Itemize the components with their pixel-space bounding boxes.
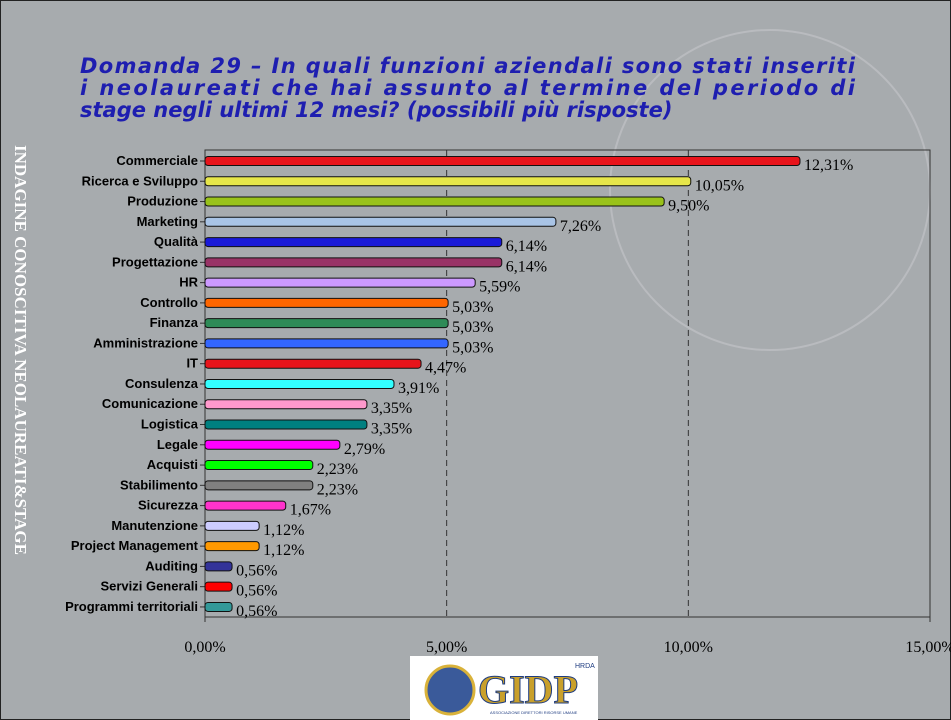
bar — [204, 500, 287, 511]
bar — [204, 399, 368, 410]
value-label: 9,50% — [668, 198, 709, 215]
value-label: 2,79% — [344, 441, 385, 458]
bar — [204, 176, 692, 187]
category-label: Project Management — [71, 538, 199, 553]
category-label: Qualità — [154, 234, 199, 249]
x-tick-label: 10,00% — [664, 639, 713, 656]
value-label: 10,05% — [695, 177, 744, 194]
value-label: 0,56% — [236, 583, 277, 600]
category-label: Programmi territoriali — [65, 599, 198, 614]
category-label: Comunicazione — [102, 396, 198, 411]
category-label: HR — [179, 275, 198, 290]
logo: GIDP HRDA ASSOCIAZIONE DIRETTORI RISORSE… — [410, 656, 598, 720]
category-label: Sicurezza — [138, 498, 199, 513]
category-label: Produzione — [127, 194, 198, 209]
side-text: INDAGINE CONOSCITIVA NEOLAUREATI&STAGE — [11, 145, 30, 555]
value-label: 0,56% — [236, 562, 277, 579]
bar — [204, 358, 422, 369]
value-label: 4,47% — [425, 360, 466, 377]
value-label: 12,31% — [804, 157, 853, 174]
bar — [204, 237, 503, 248]
title-line: stage negli ultimi 12 mesi? (possibili p… — [80, 98, 672, 122]
bar — [204, 277, 476, 288]
value-label: 3,35% — [371, 400, 412, 417]
bar — [204, 297, 449, 308]
logo-globe — [424, 664, 476, 716]
bar — [204, 520, 260, 531]
bar — [204, 541, 260, 552]
x-tick-label: 5,00% — [426, 639, 467, 656]
logo-name: GIDP — [478, 667, 578, 712]
bar — [204, 216, 557, 227]
bar — [204, 581, 233, 592]
value-label: 0,56% — [236, 603, 277, 620]
category-label: Controllo — [140, 295, 198, 310]
bar — [204, 419, 368, 430]
bar — [204, 338, 449, 349]
title-line: i neolaureati che hai assunto al termine… — [80, 76, 856, 100]
value-label: 1,67% — [290, 502, 331, 519]
value-label: 2,23% — [317, 461, 358, 478]
bar — [204, 156, 801, 166]
x-tick-label: 0,00% — [184, 639, 225, 656]
category-label: Manutenzione — [111, 518, 198, 533]
logo-caption: ASSOCIAZIONE DIRETTORI RISORSE UMANE — [490, 710, 578, 715]
value-label: 5,03% — [452, 299, 493, 316]
bar — [204, 561, 233, 572]
bar — [204, 460, 314, 471]
value-label: 3,91% — [398, 380, 439, 397]
category-label: Logistica — [141, 417, 199, 432]
category-label: Progettazione — [112, 254, 198, 269]
value-label: 3,35% — [371, 421, 412, 438]
bar — [204, 480, 314, 491]
bar — [204, 378, 395, 389]
x-tick-label: 15,00% — [905, 639, 951, 656]
value-label: 5,03% — [452, 319, 493, 336]
value-label: 6,14% — [506, 258, 547, 275]
category-label: Ricerca e Sviluppo — [82, 173, 198, 188]
category-label: Servizi Generali — [100, 579, 198, 594]
value-label: 7,26% — [560, 218, 601, 235]
value-label: 6,14% — [506, 238, 547, 255]
category-label: Stabilimento — [120, 477, 198, 492]
category-label: Acquisti — [147, 457, 198, 472]
category-label: Marketing — [137, 214, 198, 229]
logo-tag: HRDA — [575, 663, 595, 670]
category-label: Auditing — [145, 558, 198, 573]
category-label: Commerciale — [116, 153, 198, 168]
value-label: 5,03% — [452, 339, 493, 356]
title-line: Domanda 29 – In quali funzioni aziendali… — [80, 54, 856, 78]
category-label: Amministrazione — [93, 335, 198, 350]
bar — [204, 318, 449, 329]
value-label: 1,12% — [263, 522, 304, 539]
category-label: IT — [186, 356, 198, 371]
bar — [204, 196, 665, 207]
category-label: Legale — [157, 437, 198, 452]
value-label: 2,23% — [317, 481, 358, 498]
bar — [204, 439, 341, 450]
bar — [204, 601, 233, 612]
value-label: 1,12% — [263, 542, 304, 559]
value-label: 5,59% — [479, 279, 520, 296]
bar — [204, 257, 503, 268]
category-label: Finanza — [150, 315, 199, 330]
category-label: Consulenza — [125, 376, 199, 391]
